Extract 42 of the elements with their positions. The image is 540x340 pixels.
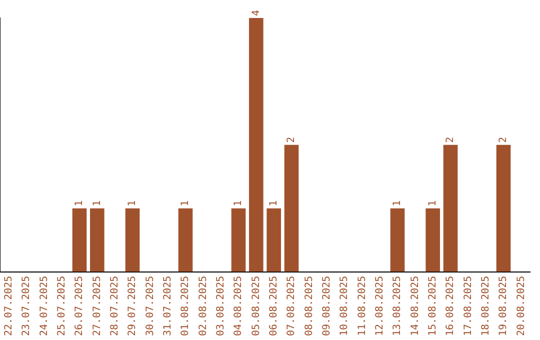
- data-label: 2: [286, 136, 298, 143]
- x-tick-label: 06.08.2025: [268, 276, 280, 336]
- x-tick-label: 10.08.2025: [339, 276, 350, 336]
- x-tick-label: 02.08.2025: [198, 276, 209, 336]
- x-tick-label: 28.07.2025: [109, 276, 120, 336]
- data-label: 1: [427, 200, 438, 206]
- x-tick-label: 26.07.2025: [74, 276, 86, 336]
- x-tick-label: 03.08.2025: [215, 276, 226, 336]
- x-tick-label: 01.08.2025: [180, 276, 192, 336]
- data-label: 1: [92, 200, 103, 206]
- x-tick-label: 25.07.2025: [56, 276, 68, 336]
- x-tick-label: 12.08.2025: [374, 276, 386, 336]
- x-tick-label: 15.08.2025: [427, 276, 438, 336]
- x-tick-label: 04.08.2025: [233, 276, 244, 336]
- data-label: 1: [180, 200, 192, 206]
- x-tick-label: 20.08.2025: [516, 276, 527, 336]
- x-tick-label: 11.08.2025: [356, 276, 368, 336]
- x-tick-label: 29.07.2025: [127, 276, 138, 336]
- x-tick-label: 30.07.2025: [144, 276, 156, 336]
- data-label: 1: [127, 200, 138, 206]
- data-label: 1: [268, 200, 280, 206]
- x-tick-label: 08.08.2025: [304, 276, 315, 336]
- x-tick-label: 27.07.2025: [92, 276, 103, 336]
- x-tick-label: 13.08.2025: [392, 276, 404, 336]
- x-tick-label: 16.08.2025: [445, 276, 456, 336]
- x-tick-label: 17.08.2025: [462, 276, 474, 336]
- x-tick-label: 31.07.2025: [162, 276, 174, 336]
- data-label: 4: [250, 10, 262, 16]
- data-label: 2: [445, 136, 456, 143]
- data-label: 1: [74, 200, 86, 206]
- x-tick-label: 22.07.2025: [3, 276, 14, 336]
- x-tick-label: 19.08.2025: [498, 276, 510, 336]
- x-tick-label: 09.08.2025: [321, 276, 332, 336]
- x-tick-label: 14.08.2025: [410, 276, 421, 336]
- data-label: 1: [392, 200, 404, 206]
- x-tick-label: 24.07.2025: [38, 276, 50, 336]
- x-tick-label: 23.07.2025: [21, 276, 32, 336]
- x-tick-label: 07.08.2025: [286, 276, 298, 336]
- data-label: 2: [498, 136, 510, 143]
- x-tick-label: 18.08.2025: [480, 276, 492, 336]
- x-tick-label: 05.08.2025: [250, 276, 262, 336]
- data-label: 1: [233, 200, 244, 206]
